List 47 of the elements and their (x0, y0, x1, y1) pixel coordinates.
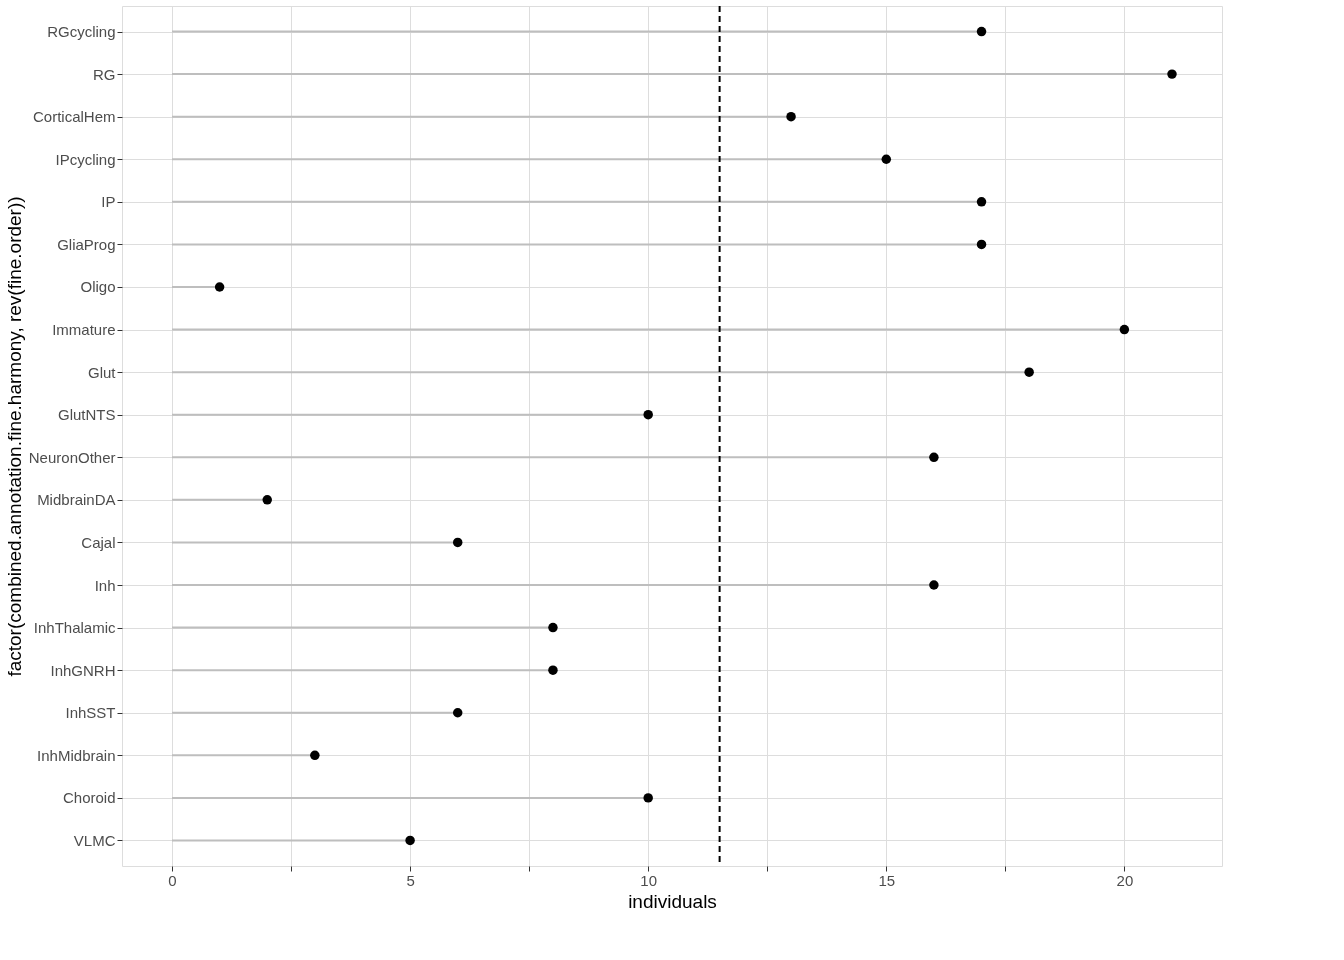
point (214, 282, 225, 292)
x-tick-label: 15 (878, 871, 896, 889)
y-tick-label: Immature (52, 321, 116, 339)
y-tick-label: RG (93, 65, 116, 83)
y-tick-label: Glut (87, 363, 117, 381)
point (1167, 69, 1177, 79)
x-tick-label: 20 (1116, 871, 1134, 889)
point (262, 495, 272, 505)
point (548, 665, 558, 675)
point (929, 452, 939, 463)
point (881, 154, 892, 164)
y-tick-label: RGcycling (47, 23, 116, 41)
y-tick-label: Oligo (80, 278, 116, 296)
point (976, 197, 987, 207)
y-tick-label: InhGNRH (50, 661, 116, 679)
x-tick-label: 5 (406, 871, 415, 889)
y-tick-label: InhMidbrain (37, 746, 116, 764)
point (976, 239, 987, 250)
point (976, 26, 987, 37)
point (405, 835, 415, 846)
x-tick-label: 10 (640, 871, 658, 889)
point (1119, 324, 1130, 335)
y-axis-title: factor(combined.annotation.fine.harmony, rev(fine.order)) (3, 196, 25, 677)
point (548, 622, 558, 633)
y-tick-label: GlutNTS (57, 406, 116, 424)
point (643, 793, 653, 803)
y-tick-label: GliaProg (57, 235, 116, 253)
point (643, 409, 653, 420)
point (786, 111, 796, 122)
point (310, 750, 320, 761)
y-tick-label: InhSST (65, 704, 116, 722)
y-tick-label: CorticalHem (32, 108, 116, 126)
y-tick-label: Inh (94, 576, 116, 594)
x-axis-title: individuals (628, 890, 717, 912)
point (1024, 367, 1034, 377)
y-tick-label: Cajal (81, 533, 116, 551)
y-tick-label: MidbrainDA (37, 491, 116, 509)
point (452, 708, 463, 718)
y-tick-label: VLMC (73, 831, 116, 849)
point (452, 537, 463, 548)
x-tick-label: 0 (168, 871, 177, 889)
y-tick-label: Choroid (62, 789, 116, 807)
y-tick-label: NeuronOther (28, 448, 116, 466)
y-tick-label: IP (101, 193, 116, 211)
y-tick-label: IPcycling (55, 150, 116, 168)
y-tick-label: InhThalamic (33, 619, 116, 637)
point (929, 580, 939, 590)
